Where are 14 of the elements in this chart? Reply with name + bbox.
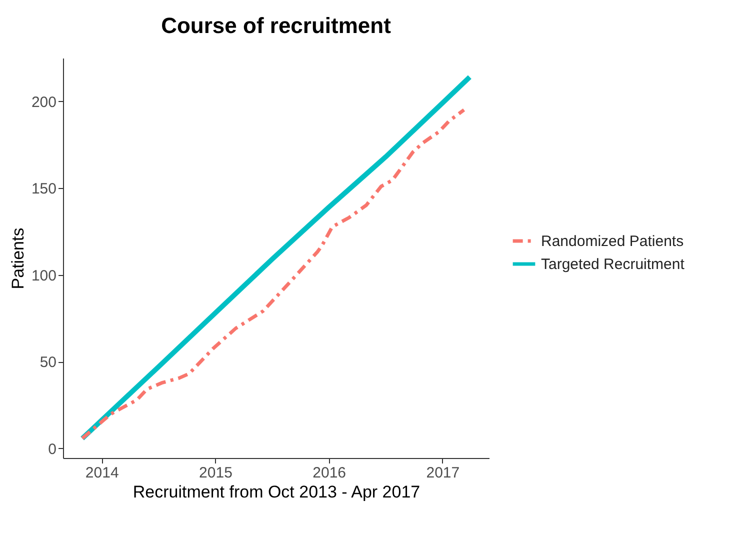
x-tick-label: 2014 [85,464,119,482]
y-tick-label: 100 [31,267,56,284]
legend-label: Randomized Patients [541,233,684,250]
y-tick-label: 150 [31,180,56,198]
chart-title: Course of recruitment [161,13,392,38]
y-tick-label: 0 [48,440,56,458]
x-axis-title: Recruitment from Oct 2013 - Apr 2017 [132,482,420,502]
x-tick-label: 2015 [199,464,232,482]
x-tick-label: 2016 [312,464,346,482]
x-tick-label: 2017 [426,464,460,482]
y-tick-label: 50 [40,354,56,372]
y-tick-label: 200 [31,94,56,111]
y-axis-title: Patients [8,228,28,290]
legend-label: Targeted Recruitment [541,256,686,273]
